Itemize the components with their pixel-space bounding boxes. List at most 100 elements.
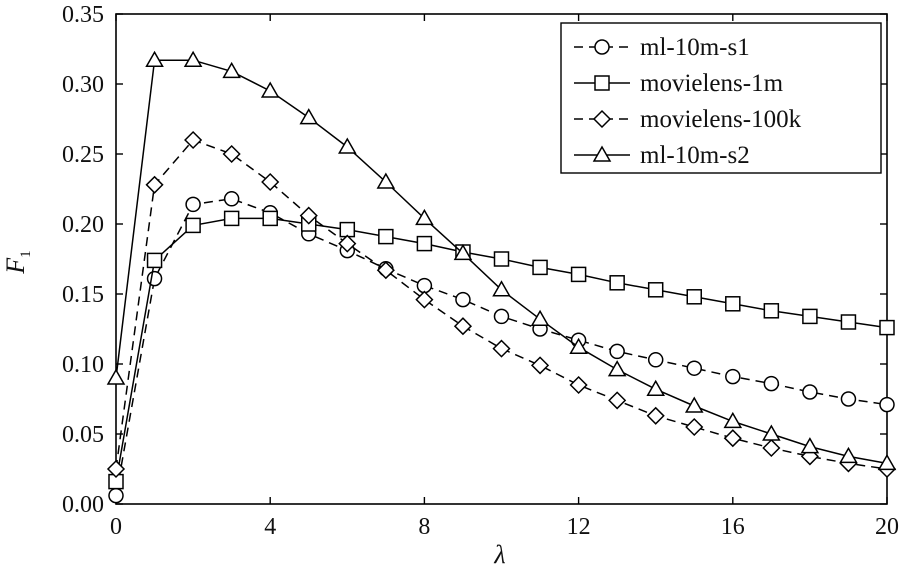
data-point-movielens-100k xyxy=(723,429,742,448)
series-layer xyxy=(106,50,897,504)
data-point-ml-10m-s2 xyxy=(569,337,588,354)
x-tick-label: 16 xyxy=(721,514,745,540)
data-point-movielens-100k xyxy=(106,459,126,479)
legend: ml-10m-s1 movielens-1m movielens-100k ml-10… xyxy=(560,22,882,174)
legend-swatch-marker xyxy=(594,39,610,55)
series-ml-10m-s2 xyxy=(106,50,897,471)
legend-label: ml-10m-s1 xyxy=(640,34,750,61)
data-point-movielens-1m xyxy=(763,303,780,319)
data-point-movielens-1m xyxy=(339,221,356,238)
data-point-ml-10m-s2 xyxy=(607,360,627,377)
data-point-movielens-1m xyxy=(262,210,278,227)
data-point-movielens-100k xyxy=(685,417,704,437)
y-tick-label: 0.30 xyxy=(62,72,104,98)
data-point-ml-10m-s1 xyxy=(802,384,818,400)
data-point-movielens-1m xyxy=(185,217,201,234)
legend-swatch-marker xyxy=(592,109,612,129)
plot-frame xyxy=(115,13,888,505)
x-axis-label: λ xyxy=(493,540,505,569)
data-point-ml-10m-s2 xyxy=(260,81,280,98)
data-point-ml-10m-s2 xyxy=(338,137,357,154)
y-tick-label: 0.00 xyxy=(62,492,104,518)
data-point-movielens-100k xyxy=(492,339,511,358)
data-point-movielens-100k xyxy=(222,144,241,164)
data-point-ml-10m-s1 xyxy=(185,196,201,213)
data-point-ml-10m-s2 xyxy=(492,280,511,297)
legend-frame xyxy=(560,22,882,174)
data-point-movielens-1m xyxy=(416,235,433,252)
y-tick-label: 0.35 xyxy=(62,2,104,28)
data-point-movielens-1m xyxy=(146,252,163,269)
data-point-ml-10m-s1 xyxy=(416,277,433,294)
data-point-movielens-1m xyxy=(647,282,664,298)
series-movielens-100k xyxy=(106,130,897,479)
data-point-ml-10m-s2 xyxy=(684,396,704,413)
data-point-movielens-1m xyxy=(725,296,741,312)
data-point-movielens-1m xyxy=(570,266,587,283)
data-point-ml-10m-s2 xyxy=(877,453,897,471)
data-point-movielens-1m xyxy=(686,289,702,305)
data-point-movielens-1m xyxy=(879,319,895,336)
data-point-ml-10m-s2 xyxy=(376,172,396,189)
legend-item-movielens-1m: movielens-1m xyxy=(574,70,784,97)
data-point-movielens-1m xyxy=(378,228,394,245)
y-tick-label: 0.15 xyxy=(62,282,104,308)
y-axis-label-subscript: 1 xyxy=(18,250,34,258)
y-tick-label: 0.20 xyxy=(62,212,104,238)
data-point-ml-10m-s2 xyxy=(800,437,820,454)
data-point-movielens-100k xyxy=(338,234,357,253)
data-point-ml-10m-s1 xyxy=(686,360,702,376)
data-point-ml-10m-s2 xyxy=(530,309,550,326)
x-tick-label: 4 xyxy=(264,514,276,540)
data-point-ml-10m-s1 xyxy=(108,487,124,504)
data-point-ml-10m-s2 xyxy=(299,108,319,125)
data-point-movielens-100k xyxy=(646,406,665,425)
data-point-ml-10m-s2 xyxy=(453,243,473,261)
data-point-ml-10m-s2 xyxy=(183,50,203,67)
data-point-movielens-1m xyxy=(609,275,625,291)
data-point-movielens-100k xyxy=(762,438,781,458)
data-point-movielens-100k xyxy=(569,375,588,395)
data-point-ml-10m-s1 xyxy=(146,270,163,287)
data-point-ml-10m-s1 xyxy=(455,291,471,308)
data-point-ml-10m-s2 xyxy=(415,208,434,226)
legend-swatch-marker xyxy=(592,145,612,162)
data-point-ml-10m-s1 xyxy=(493,308,510,325)
data-point-ml-10m-s1 xyxy=(725,368,741,385)
legend-label: movielens-1m xyxy=(640,70,784,97)
data-point-ml-10m-s1 xyxy=(763,375,780,392)
data-point-ml-10m-s1 xyxy=(840,391,857,407)
data-point-movielens-100k xyxy=(299,206,318,225)
data-point-ml-10m-s1 xyxy=(223,191,240,207)
data-point-movielens-1m xyxy=(532,259,548,276)
x-tick-label: 20 xyxy=(875,514,899,540)
data-point-movielens-1m xyxy=(802,308,818,325)
data-point-ml-10m-s2 xyxy=(106,368,126,385)
y-tick-label: 0.25 xyxy=(62,142,104,168)
data-point-movielens-1m xyxy=(840,314,857,330)
data-point-ml-10m-s2 xyxy=(145,50,164,67)
data-point-movielens-100k xyxy=(530,356,550,375)
x-tick-label: 8 xyxy=(418,514,430,540)
y-tick-label: 0.10 xyxy=(62,352,104,378)
axes: 0.00 0.05 0.10 0.15 0.20 0.25 0.30 0.35 0 4 8 12 16 2… xyxy=(62,2,899,540)
data-point-ml-10m-s2 xyxy=(839,446,858,464)
x-tick-label: 12 xyxy=(567,514,591,540)
y-axis-label: F1 xyxy=(1,250,34,274)
legend-label: ml-10m-s2 xyxy=(640,142,750,169)
legend-swatch-marker xyxy=(594,75,610,91)
x-tick-label: 0 xyxy=(110,514,122,540)
data-point-movielens-100k xyxy=(376,261,395,280)
legend-item-ml-10m-s1: ml-10m-s1 xyxy=(574,34,750,61)
data-point-ml-10m-s2 xyxy=(222,61,241,79)
data-point-movielens-100k xyxy=(415,290,434,309)
data-point-movielens-1m xyxy=(223,210,240,227)
y-axis-label-main: F xyxy=(1,257,30,275)
data-point-ml-10m-s2 xyxy=(723,411,743,429)
legend-item-ml-10m-s2: ml-10m-s2 xyxy=(574,142,750,169)
data-point-movielens-100k xyxy=(453,317,473,336)
svg-text:F1: F1 xyxy=(1,250,34,274)
data-point-ml-10m-s1 xyxy=(647,352,664,368)
data-point-ml-10m-s2 xyxy=(646,379,665,396)
